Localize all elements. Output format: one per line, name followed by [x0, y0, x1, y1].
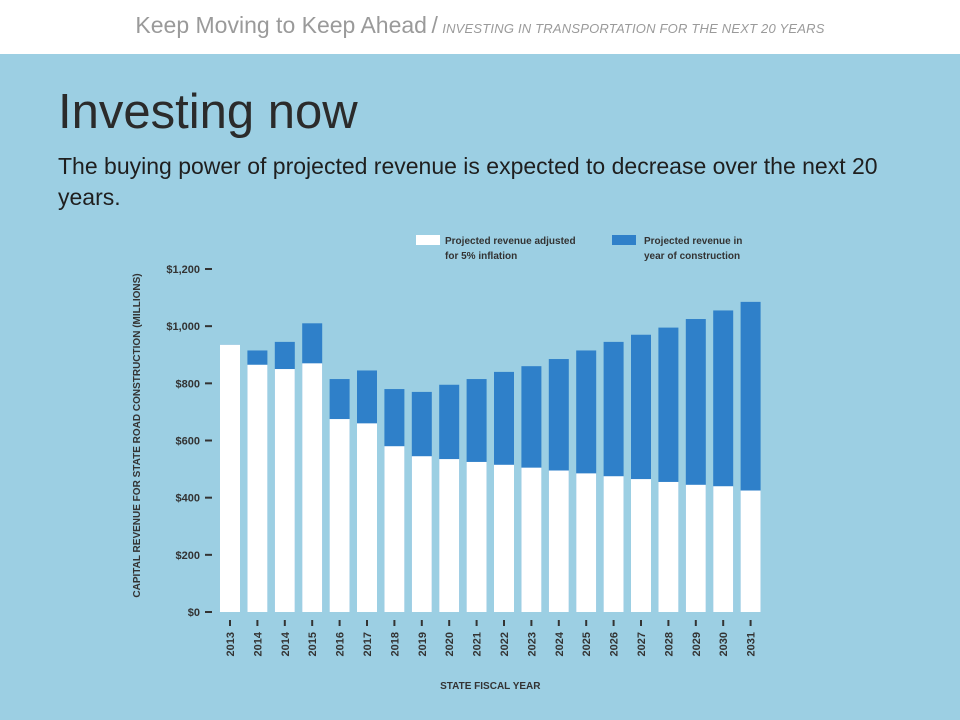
bar-adjusted — [548, 470, 569, 612]
bar-adjusted — [329, 419, 350, 612]
y-tick-label: $1,000 — [166, 321, 200, 333]
legend-label: Projected revenue in — [644, 236, 742, 247]
bar-adjusted — [466, 461, 487, 612]
y-tick-label: $800 — [176, 378, 200, 390]
legend-swatch — [612, 235, 636, 245]
x-tick-label: 2015 — [307, 632, 319, 656]
slide-header: Keep Moving to Keep Ahead / INVESTING IN… — [0, 0, 960, 54]
y-tick-label: $0 — [188, 607, 200, 619]
x-tick-label: 2024 — [554, 631, 566, 656]
x-tick-label: 2013 — [225, 632, 237, 656]
bar-adjusted — [740, 490, 761, 612]
x-tick-label: 2021 — [472, 632, 484, 656]
x-tick-label: 2029 — [691, 632, 703, 656]
bar-adjusted — [576, 473, 597, 612]
bar-adjusted — [658, 481, 679, 612]
bar-adjusted — [439, 459, 460, 612]
x-tick-label: 2026 — [609, 632, 621, 656]
x-tick-label: 2028 — [663, 632, 675, 656]
header-separator: / — [431, 12, 438, 38]
bar-adjusted — [631, 479, 651, 612]
slide-subtitle: The buying power of projected revenue is… — [58, 153, 878, 210]
bar-adjusted — [302, 363, 323, 612]
legend-swatch — [416, 235, 440, 245]
x-tick-label: 2031 — [746, 632, 758, 656]
header-line: Keep Moving to Keep Ahead / INVESTING IN… — [0, 12, 960, 39]
bar-adjusted — [411, 456, 432, 612]
bar-adjusted — [384, 446, 405, 612]
x-tick-label: 2025 — [581, 632, 593, 656]
legend-label: for 5% inflation — [445, 251, 517, 262]
bar-adjusted — [357, 423, 377, 612]
x-tick-label: 2016 — [335, 632, 347, 656]
y-tick-label: $200 — [176, 550, 200, 562]
x-tick-label: 2019 — [417, 632, 429, 656]
bar-adjusted — [521, 467, 542, 612]
bar-adjusted — [603, 476, 624, 612]
legend-label: year of construction — [644, 251, 740, 262]
bar-adjusted — [685, 484, 706, 612]
x-tick-label: 2018 — [389, 632, 401, 656]
header-subtitle: INVESTING IN TRANSPORTATION FOR THE NEXT… — [442, 21, 825, 36]
bar-adjusted — [494, 464, 514, 612]
x-tick-label: 2027 — [636, 632, 648, 656]
revenue-chart: $0 $200 $400 $600 $800 $1,000 $1,200 CAPITAL RE… — [132, 235, 761, 692]
legend-label: Projected revenue adjusted — [445, 236, 576, 247]
bar-adjusted — [274, 369, 295, 612]
x-tick-label: 2017 — [362, 632, 374, 656]
slide-title: Investing now — [58, 85, 358, 139]
bar-adjusted — [713, 486, 734, 612]
y-tick-label: $600 — [176, 436, 200, 448]
x-axis-label: STATE FISCAL YEAR — [440, 681, 541, 692]
x-tick-label: 2020 — [444, 632, 456, 656]
x-tick-label: 2022 — [499, 632, 511, 656]
x-tick-label: 2030 — [718, 632, 730, 656]
bar-adjusted — [220, 344, 240, 612]
header-title: Keep Moving to Keep Ahead — [135, 12, 427, 38]
x-tick-label: 2014 — [280, 631, 292, 656]
y-tick-label: $400 — [176, 493, 200, 505]
x-tick-label: 2023 — [526, 632, 538, 656]
bar-adjusted — [247, 364, 268, 612]
x-tick-label: 2014 — [252, 631, 264, 656]
y-axis-label: CAPITAL REVENUE FOR STATE ROAD CONSTRUCT… — [132, 273, 143, 597]
y-tick-label: $1,200 — [166, 264, 200, 276]
